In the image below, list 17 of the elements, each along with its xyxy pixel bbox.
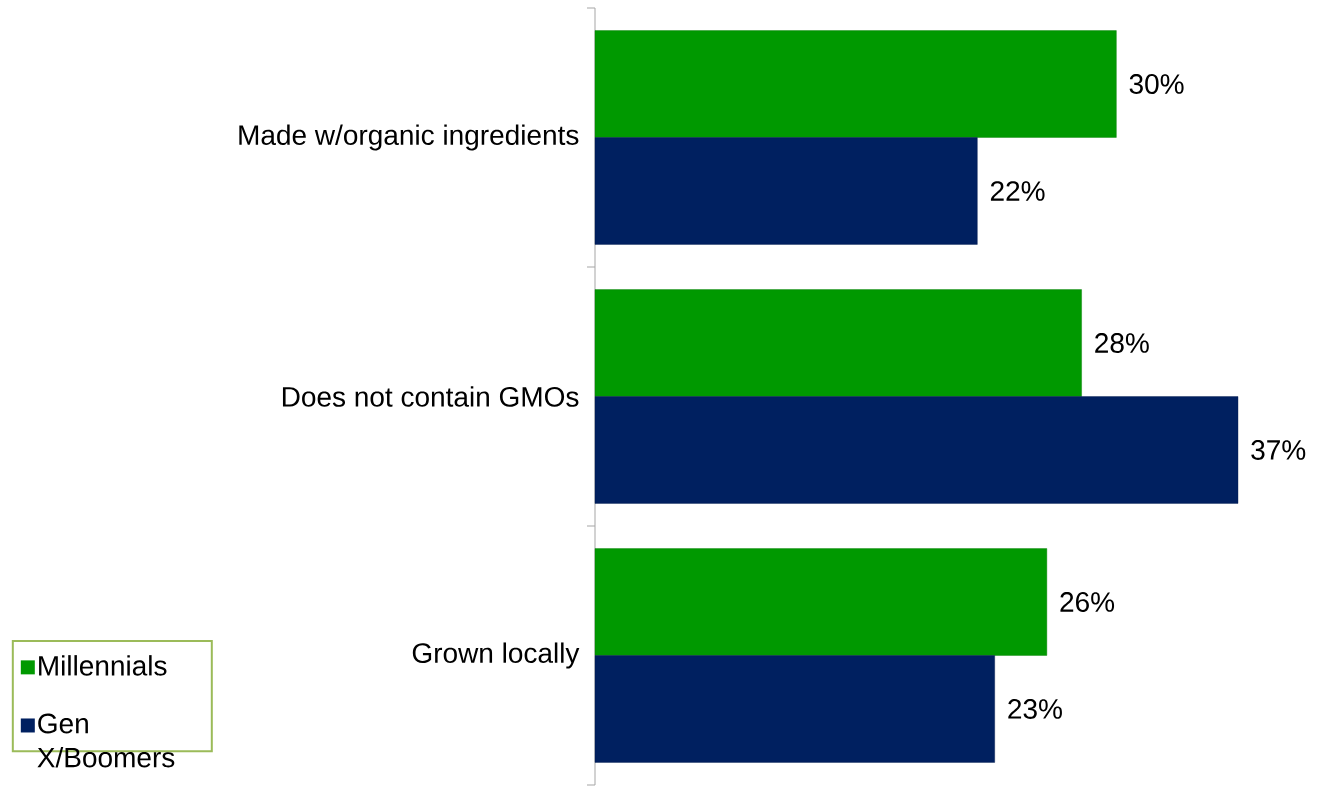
data-label: 23% [1008, 699, 1062, 719]
bar [594, 30, 1117, 138]
data-label: 37% [1251, 440, 1306, 460]
data-label: 22% [990, 181, 1045, 201]
y-tick-label: Does not contain GMOs [282, 386, 579, 407]
data-label: 28% [1095, 333, 1149, 353]
data-label: 26% [1060, 592, 1115, 612]
data-label: 30% [1129, 74, 1184, 94]
bar [594, 289, 1082, 397]
y-tick-label: Made w/organic ingredients [239, 124, 579, 151]
bar [594, 655, 995, 763]
bar [594, 396, 1239, 504]
legend-label: Millennials [39, 655, 167, 676]
legend-label: Gen X/Boomers [37, 713, 175, 768]
bar [594, 548, 1048, 656]
y-tick-label: Grown locally [412, 642, 580, 669]
bar [594, 137, 978, 245]
